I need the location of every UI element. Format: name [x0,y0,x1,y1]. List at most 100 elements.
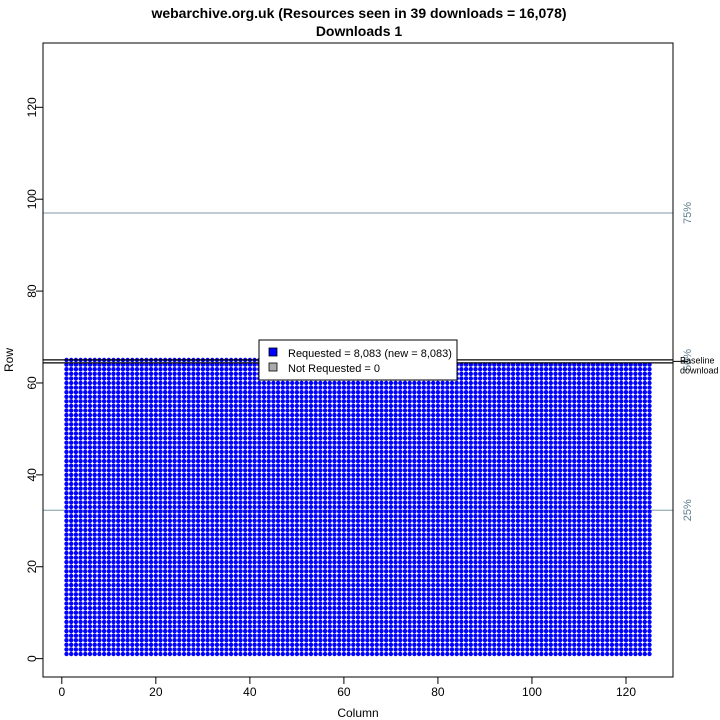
point-requested [252,564,257,569]
point-requested [158,504,163,510]
point-requested [576,532,582,537]
point-requested [426,514,431,519]
point-requested [101,633,107,638]
point-requested [341,537,347,542]
point-requested [482,582,488,588]
point-requested [78,628,83,634]
point-requested [351,527,356,533]
point-requested [369,527,375,533]
point-requested [167,564,173,569]
point-requested [337,587,342,592]
point-requested [539,509,544,514]
point-requested [454,638,459,643]
point-requested [163,596,168,602]
point-requested [449,638,455,643]
point-requested [440,500,445,505]
point-requested [120,615,126,620]
point-requested [172,628,177,634]
point-requested [275,651,281,657]
point-requested [595,481,600,487]
point-requested [200,582,206,588]
point-requested [369,486,375,491]
point-requested [482,628,488,634]
point-requested [515,619,521,625]
point-requested [337,624,342,629]
point-requested [92,481,97,487]
point-requested [205,481,210,487]
point-requested [623,495,629,500]
point-requested [539,486,544,491]
point-requested [360,523,365,528]
point-requested [609,523,615,528]
point-requested [163,582,168,588]
point-requested [473,642,478,647]
point-requested [384,610,389,615]
point-requested [266,504,271,510]
point-requested [111,651,116,657]
point-requested [398,532,403,537]
point-requested [482,569,488,574]
point-requested [101,486,107,491]
point-requested [101,550,107,556]
point-requested [153,624,158,629]
point-requested [628,486,633,491]
point-requested [219,628,224,634]
point-requested [191,587,196,592]
point-requested [158,647,163,652]
point-requested [337,527,342,533]
point-requested [402,592,408,597]
point-requested [172,587,177,592]
point-requested [341,509,347,514]
point-requested [365,601,370,606]
point-requested [106,587,112,592]
point-requested [355,601,361,606]
point-requested [318,495,323,500]
point-requested [421,619,426,625]
point-requested [360,555,365,560]
point-requested [647,633,652,638]
point-requested [567,491,572,496]
point-requested [384,633,389,638]
point-requested [177,628,182,634]
point-requested [186,573,191,579]
point-requested [130,504,135,510]
point-requested [402,491,408,496]
point-requested [304,495,309,500]
point-requested [280,642,285,647]
point-requested [167,619,173,625]
point-requested [539,601,544,606]
point-requested [586,601,591,606]
point-requested [473,569,478,574]
point-requested [440,619,445,625]
point-requested [426,555,431,560]
point-requested [548,564,553,569]
point-requested [478,518,483,523]
point-requested [468,500,473,505]
point-requested [478,651,483,657]
point-requested [219,532,224,537]
point-requested [468,532,473,537]
point-requested [92,578,97,583]
point-requested [219,527,224,533]
point-requested [73,514,79,519]
point-requested [388,481,394,487]
point-requested [633,555,638,560]
point-requested [299,537,304,542]
point-requested [148,550,154,556]
point-requested [78,587,83,592]
point-requested [327,495,332,500]
point-requested [308,601,314,606]
point-requested [501,651,506,657]
point-requested [510,477,516,482]
point-requested [449,532,455,537]
point-requested [440,495,445,500]
point-requested [529,573,535,579]
point-requested [186,564,191,569]
point-requested [134,491,140,496]
point-requested [257,619,262,625]
point-requested [609,633,615,638]
point-requested [163,559,168,565]
point-requested [351,642,356,647]
point-requested [341,541,347,546]
point-requested [576,647,582,652]
